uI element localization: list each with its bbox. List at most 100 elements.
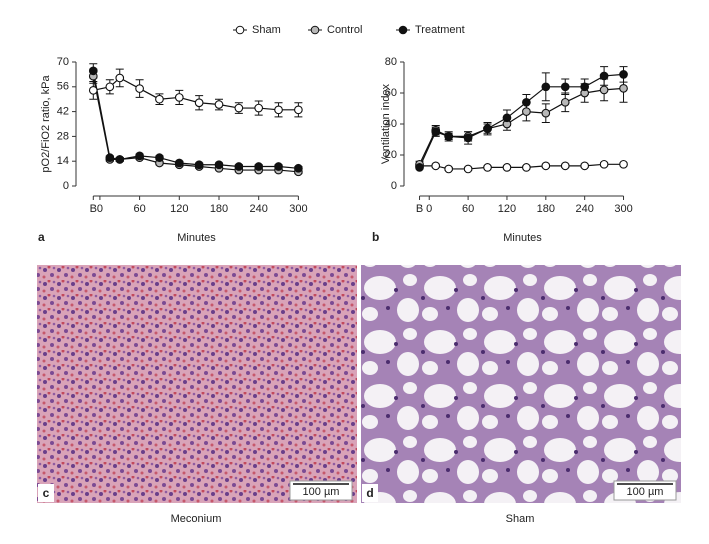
legend-marker — [235, 25, 245, 35]
y-tick-label: 42 — [57, 106, 69, 118]
y-axis-label: pO2/FiO2 ratio, kPa — [40, 75, 52, 173]
x-tick-label: 300 — [614, 203, 632, 215]
data-point — [444, 132, 454, 141]
data-point — [415, 163, 424, 172]
data-point — [580, 82, 590, 92]
panel-label: b — [372, 230, 379, 244]
data-point — [174, 158, 184, 168]
legend-marker — [398, 25, 408, 35]
series-line — [418, 73, 624, 168]
y-axis-label: Ventilation index — [380, 83, 392, 164]
x-tick-label: 180 — [537, 203, 555, 215]
legend-label: Sham — [252, 24, 281, 36]
series-line — [92, 70, 299, 169]
data-point — [234, 103, 244, 113]
panel-label-box — [38, 484, 54, 502]
x-axis-label: Minutes — [503, 232, 542, 244]
data-point — [522, 107, 531, 116]
data-point — [560, 97, 570, 107]
data-point — [502, 163, 512, 172]
x-tick-label: 180 — [210, 203, 228, 215]
x-tick-label: 60 — [133, 203, 145, 215]
x-tick-label: 300 — [289, 203, 307, 215]
data-point — [105, 153, 115, 163]
data-point — [194, 160, 204, 170]
data-point — [463, 133, 473, 143]
panel-label-box — [362, 484, 378, 502]
y-tick-label: 60 — [385, 87, 397, 99]
data-point — [155, 94, 164, 104]
data-point — [580, 161, 590, 171]
data-point — [174, 93, 184, 102]
data-point — [294, 163, 303, 173]
x-tick-label: 240 — [575, 203, 593, 215]
histology-image — [361, 265, 681, 503]
y-tick-label: 40 — [385, 118, 397, 130]
data-point — [135, 151, 144, 161]
data-point — [214, 160, 224, 170]
data-point — [599, 85, 609, 95]
data-point — [254, 103, 264, 113]
data-point — [522, 163, 531, 172]
data-point — [619, 83, 628, 93]
x-tick-label: 0 — [97, 203, 103, 215]
y-tick-label: 80 — [385, 56, 397, 68]
x-tick-label: B — [416, 203, 423, 215]
scale-bar-box — [289, 480, 353, 501]
data-point — [619, 159, 628, 169]
data-point — [431, 161, 441, 171]
y-tick-label: 14 — [57, 155, 69, 167]
data-point — [88, 85, 98, 95]
data-point — [115, 73, 125, 83]
data-point — [88, 66, 98, 76]
image-caption: Meconium — [171, 513, 222, 525]
data-point — [502, 113, 512, 123]
data-point — [274, 105, 283, 115]
data-point — [274, 162, 283, 171]
data-point — [463, 164, 473, 174]
panel-label: c — [43, 486, 50, 500]
data-point — [115, 155, 125, 164]
y-tick-label: 56 — [57, 81, 69, 93]
data-point — [541, 108, 551, 118]
data-point — [560, 161, 570, 171]
series-line — [418, 87, 624, 165]
panel-label: a — [38, 230, 45, 244]
histology-image — [37, 265, 357, 503]
series-line — [92, 76, 299, 173]
data-point — [105, 82, 115, 92]
legend: Sham Control Treatment — [233, 24, 465, 36]
data-point — [214, 100, 224, 109]
data-point — [155, 153, 164, 163]
scale-bar-label: 100 µm — [627, 486, 664, 498]
data-point — [135, 84, 144, 93]
data-point — [294, 105, 303, 115]
data-point — [522, 97, 531, 107]
y-tick-label: 0 — [63, 180, 69, 192]
x-tick-label: 240 — [250, 203, 268, 215]
x-tick-label: B — [90, 203, 97, 215]
data-point — [234, 162, 244, 171]
x-axis-label: Minutes — [177, 232, 216, 244]
data-point — [541, 161, 551, 171]
scale-bar-label: 100 µm — [303, 486, 340, 498]
panel-label: d — [366, 486, 373, 500]
data-point — [444, 164, 454, 174]
y-tick-label: 28 — [57, 130, 69, 142]
x-tick-label: 0 — [426, 203, 432, 215]
image-caption: Sham — [506, 513, 535, 525]
data-point — [541, 82, 551, 92]
data-point — [483, 124, 492, 133]
scale-bar-box — [613, 480, 677, 501]
legend-label: Control — [327, 24, 362, 36]
y-tick-label: 0 — [391, 180, 397, 192]
x-tick-label: 120 — [170, 203, 188, 215]
data-point — [599, 159, 609, 169]
data-point — [619, 70, 628, 79]
data-point — [599, 71, 609, 81]
x-tick-label: 120 — [498, 203, 516, 215]
data-point — [560, 82, 570, 92]
data-point — [483, 163, 492, 172]
data-point — [254, 162, 264, 171]
